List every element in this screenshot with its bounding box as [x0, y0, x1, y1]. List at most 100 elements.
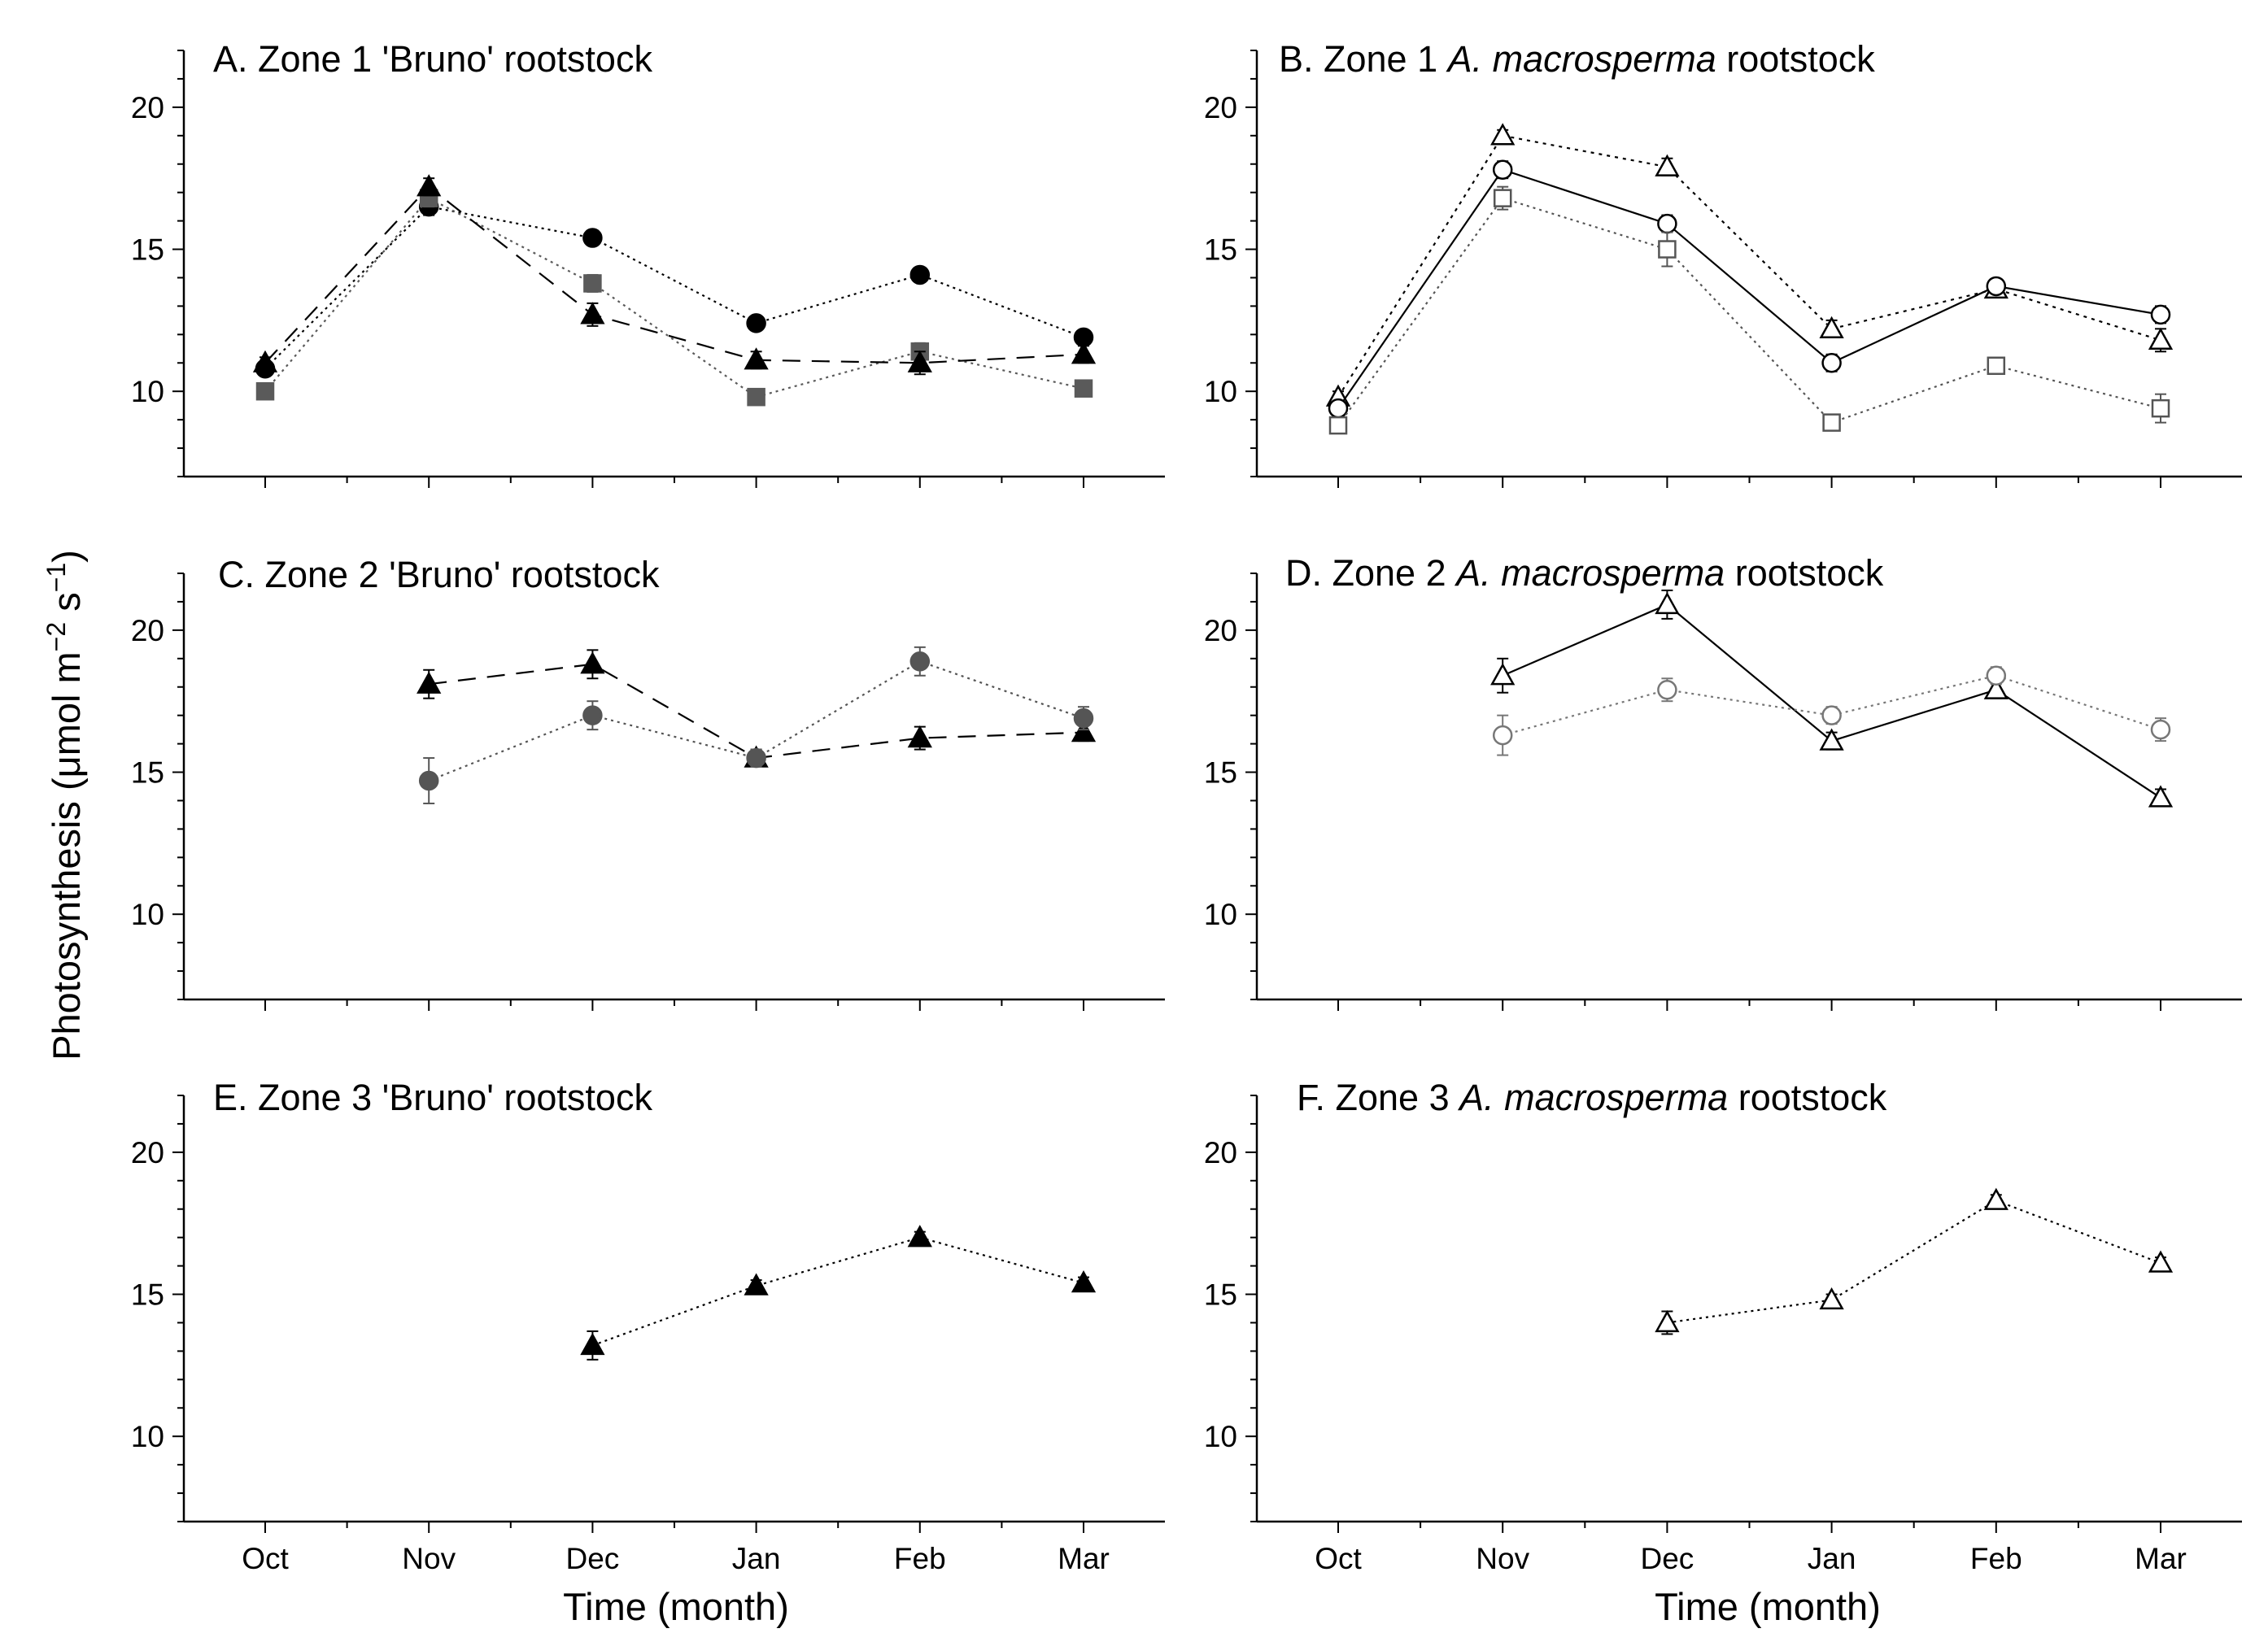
marker-triangle-2: [580, 1332, 605, 1356]
series-square: [1328, 185, 2170, 435]
marker-square-0: [255, 381, 275, 401]
marker-circle-2: [582, 705, 603, 725]
marker-triangle-3: [1819, 728, 1844, 751]
series-line-triangle: [1337, 134, 2161, 398]
marker-triangle-3: [1819, 316, 1844, 338]
series-triangle: [1490, 589, 2174, 808]
panel-title: B. Zone 1 A. macrosperma rootstock: [1279, 38, 1875, 80]
marker-triangle-3: [744, 1273, 769, 1295]
marker-circle-3: [1821, 353, 1842, 373]
x-tick-label: Mar: [2135, 1542, 2187, 1575]
panel-c: 10 15 20 C. Zone 2 'Bruno' rootstock: [131, 554, 1165, 1011]
y-tick-label: 10: [131, 898, 164, 931]
series-circle: [1492, 665, 2171, 756]
y-tick-label: 15: [1204, 233, 1237, 267]
marker-triangle-2: [1655, 154, 1680, 176]
marker-circle-2: [582, 228, 603, 248]
marker-circle-1: [1492, 159, 1513, 180]
series-triangle: [580, 1225, 1097, 1361]
marker-square-3: [1822, 413, 1841, 432]
marker-triangle-4: [1983, 1187, 2008, 1210]
marker-square-5: [2151, 398, 2170, 418]
marker-circle-3: [1821, 705, 1842, 725]
panel-d: 10 15 20 D. Zone 2 A. macrosperma rootstock: [1204, 552, 2242, 1011]
y-tick-label: 20: [1204, 614, 1237, 647]
marker-circle-2: [1657, 213, 1677, 234]
marker-square-3: [747, 387, 765, 407]
x-tick-label: Dec: [565, 1542, 619, 1575]
marker-triangle-5: [2148, 327, 2174, 350]
y-tick-label: 10: [131, 375, 164, 408]
series-line-triangle: [429, 663, 1084, 760]
x-axis-title-right: Time (month): [1655, 1585, 1881, 1628]
y-tick-label: 10: [1204, 898, 1237, 931]
panel-title: C. Zone 2 'Bruno' rootstock: [218, 554, 660, 595]
marker-triangle-2: [1655, 591, 1680, 615]
marker-circle-5: [2150, 304, 2171, 325]
series-line-triangle: [1667, 1200, 2161, 1324]
y-tick-label: 20: [131, 91, 164, 124]
panels-layer: 10 15 20 A. Zone 1 'Bruno' rootstock 10 15 20 B…: [131, 38, 2242, 1575]
series-triangle: [1325, 123, 2174, 407]
marker-triangle-4: [907, 1225, 932, 1248]
x-tick-label: Jan: [1808, 1542, 1856, 1575]
panel-b: 10 15 20 B. Zone 1 A. macrosperma rootstock: [1204, 38, 2242, 488]
x-tick-label: Nov: [402, 1542, 456, 1575]
marker-triangle-0: [252, 350, 278, 372]
marker-triangle-5: [2148, 1250, 2174, 1273]
marker-triangle-3: [744, 347, 769, 370]
x-tick-label: Feb: [894, 1542, 946, 1575]
marker-circle-1: [1492, 725, 1513, 746]
panel-title: D. Zone 2 A. macrosperma rootstock: [1285, 552, 1884, 594]
marker-triangle-1: [417, 174, 442, 197]
marker-triangle-2: [580, 651, 605, 674]
marker-triangle-1: [1490, 123, 1516, 146]
y-axis-title: Photosynthesis (μmol m−2 s−1): [41, 550, 88, 1060]
marker-triangle-4: [907, 350, 932, 372]
marker-triangle-5: [1071, 720, 1097, 742]
marker-circle-0: [1328, 398, 1349, 419]
series-line-square: [1337, 197, 2161, 426]
marker-triangle-3: [1819, 1287, 1844, 1310]
marker-circle-4: [1986, 665, 2007, 686]
marker-circle-1: [418, 770, 439, 791]
marker-circle-3: [746, 313, 766, 333]
marker-circle-5: [1073, 708, 1094, 729]
series-triangle: [1655, 1187, 2174, 1335]
marker-triangle-2: [580, 302, 605, 324]
panel-title: F. Zone 3 A. macrosperma rootstock: [1297, 1077, 1887, 1118]
marker-circle-2: [1657, 679, 1677, 700]
marker-circle-4: [1986, 276, 2007, 297]
y-tick-label: 15: [1204, 1278, 1237, 1312]
marker-square-4: [1987, 356, 2006, 376]
series-circle: [1328, 159, 2171, 419]
marker-square-5: [1074, 379, 1093, 398]
y-tick-label: 15: [131, 233, 164, 267]
panel-f: 10 15 20 Oct Nov Dec Jan Feb Mar F. Zone 3 A. mac…: [1204, 1077, 2242, 1575]
panel-a: 10 15 20 A. Zone 1 'Bruno' rootstock: [131, 38, 1165, 488]
marker-circle-4: [909, 651, 931, 672]
marker-triangle-4: [907, 725, 932, 748]
x-tick-label: Oct: [1315, 1542, 1362, 1575]
y-tick-label: 15: [131, 756, 164, 790]
marker-triangle-5: [2148, 785, 2174, 808]
marker-square-0: [1328, 416, 1348, 435]
x-tick-label: Mar: [1058, 1542, 1110, 1575]
series-circle: [418, 646, 1094, 804]
x-tick-label: Feb: [1970, 1542, 2022, 1575]
marker-circle-5: [2150, 719, 2171, 740]
y-tick-label: 20: [131, 614, 164, 647]
series-triangle: [252, 174, 1097, 376]
y-tick-label: 10: [1204, 375, 1237, 408]
series-line-triangle: [264, 185, 1084, 364]
x-tick-label: Dec: [1640, 1542, 1694, 1575]
y-tick-label: 10: [1204, 1420, 1237, 1453]
series-line-circle: [264, 205, 1084, 370]
series-line-triangle: [1502, 603, 2161, 799]
x-tick-label: Nov: [1476, 1542, 1529, 1575]
marker-triangle-1: [1490, 663, 1516, 686]
y-tick-label: 20: [1204, 91, 1237, 124]
x-axis-title-left: Time (month): [563, 1585, 789, 1628]
marker-triangle-5: [1071, 1269, 1097, 1293]
